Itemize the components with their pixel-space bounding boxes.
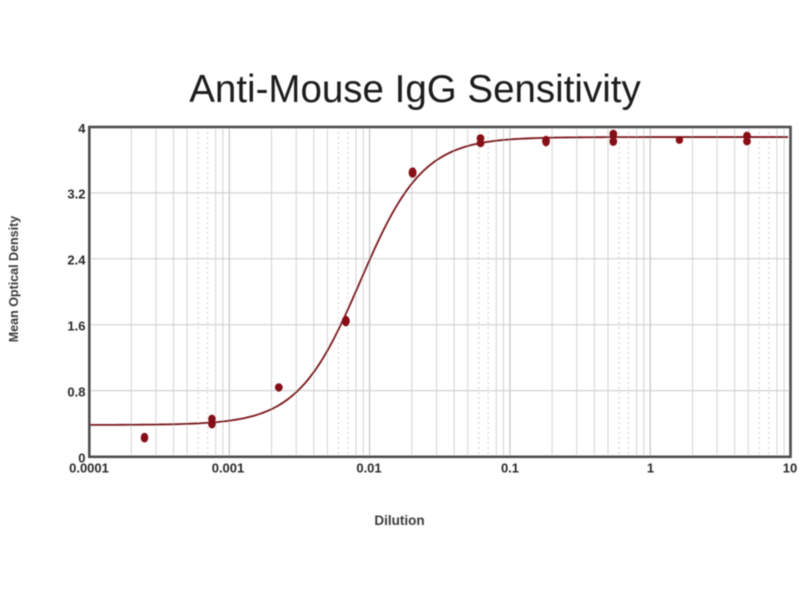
svg-text:0: 0 [78,450,85,465]
svg-text:0.1: 0.1 [501,460,519,475]
svg-text:0.8: 0.8 [67,384,85,399]
svg-text:1: 1 [647,460,654,475]
svg-text:4: 4 [78,121,86,136]
svg-text:1.6: 1.6 [67,319,85,334]
svg-text:0.001: 0.001 [212,460,245,475]
svg-text:3.2: 3.2 [67,187,85,202]
svg-text:Dilution: Dilution [374,513,424,528]
svg-text:Anti-Mouse IgG Sensitivity: Anti-Mouse IgG Sensitivity [189,68,641,111]
svg-text:0.0001: 0.0001 [69,460,109,475]
svg-text:0.01: 0.01 [356,460,381,475]
svg-text:2.4: 2.4 [67,253,86,268]
svg-text:10: 10 [783,460,797,475]
svg-text:Mean Optical Density: Mean Optical Density [7,216,21,342]
